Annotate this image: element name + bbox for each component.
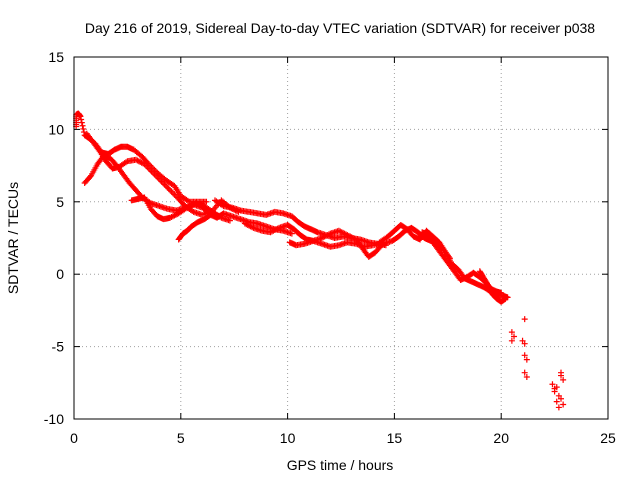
series-track-a <box>73 110 210 205</box>
data-point <box>148 168 155 175</box>
x-tick-label: 15 <box>387 430 403 446</box>
data-point <box>555 404 562 411</box>
plot-frame <box>73 56 609 420</box>
series-track-f <box>211 197 389 249</box>
y-axis-title: SDTVAR / TECUs <box>5 182 21 294</box>
data-point <box>523 374 530 381</box>
data-point <box>151 171 158 178</box>
data-point <box>511 333 518 340</box>
x-tick-label: 25 <box>600 430 616 446</box>
x-tick-label: 10 <box>280 430 296 446</box>
axis-ticks: 0 5 10 15 20 25 -10 -5 0 5 10 15 <box>44 49 616 446</box>
data-point <box>521 352 528 359</box>
data-point <box>508 329 515 336</box>
series-track-j <box>419 229 505 297</box>
data-point <box>150 169 157 176</box>
y-tick-label: -10 <box>44 411 64 427</box>
data-point <box>162 182 169 189</box>
data-point <box>521 369 528 376</box>
chart-title: Day 216 of 2019, Sidereal Day-to-day VTE… <box>85 20 595 36</box>
data-point <box>167 187 174 194</box>
data-point <box>78 119 85 126</box>
data-points <box>73 110 567 411</box>
grid <box>74 57 608 419</box>
data-point <box>558 395 565 402</box>
data-point <box>145 165 152 172</box>
y-tick-label: 0 <box>56 266 64 282</box>
data-point <box>558 372 565 379</box>
series-track-d <box>128 194 233 224</box>
data-point <box>80 125 87 132</box>
data-point <box>553 398 560 405</box>
x-tick-label: 20 <box>493 430 509 446</box>
data-point <box>521 340 528 347</box>
data-point <box>288 230 295 237</box>
data-point <box>560 401 567 408</box>
data-point <box>498 290 505 297</box>
y-tick-label: 10 <box>48 121 64 137</box>
series-track-e <box>175 210 295 243</box>
data-point <box>144 164 151 171</box>
series-track-k <box>476 268 509 305</box>
data-point <box>551 385 558 392</box>
data-point <box>78 116 85 123</box>
data-point <box>87 173 94 180</box>
data-point <box>165 185 172 192</box>
data-point <box>164 184 171 191</box>
data-point <box>560 376 567 383</box>
data-point <box>226 217 233 224</box>
data-point <box>79 122 86 129</box>
x-tick-label: 0 <box>70 430 78 446</box>
data-point <box>203 198 210 205</box>
data-point <box>502 295 509 302</box>
x-axis-title: GPS time / hours <box>287 457 394 473</box>
data-point <box>521 316 528 323</box>
series-sparse-points <box>508 316 567 411</box>
data-point <box>523 356 530 363</box>
y-tick-label: 15 <box>48 49 64 65</box>
data-point <box>77 113 84 120</box>
y-tick-label: -5 <box>52 339 65 355</box>
data-point <box>508 337 515 344</box>
data-point <box>147 166 154 173</box>
y-tick-label: 5 <box>56 194 64 210</box>
x-tick-label: 5 <box>177 430 185 446</box>
data-point <box>549 381 556 388</box>
